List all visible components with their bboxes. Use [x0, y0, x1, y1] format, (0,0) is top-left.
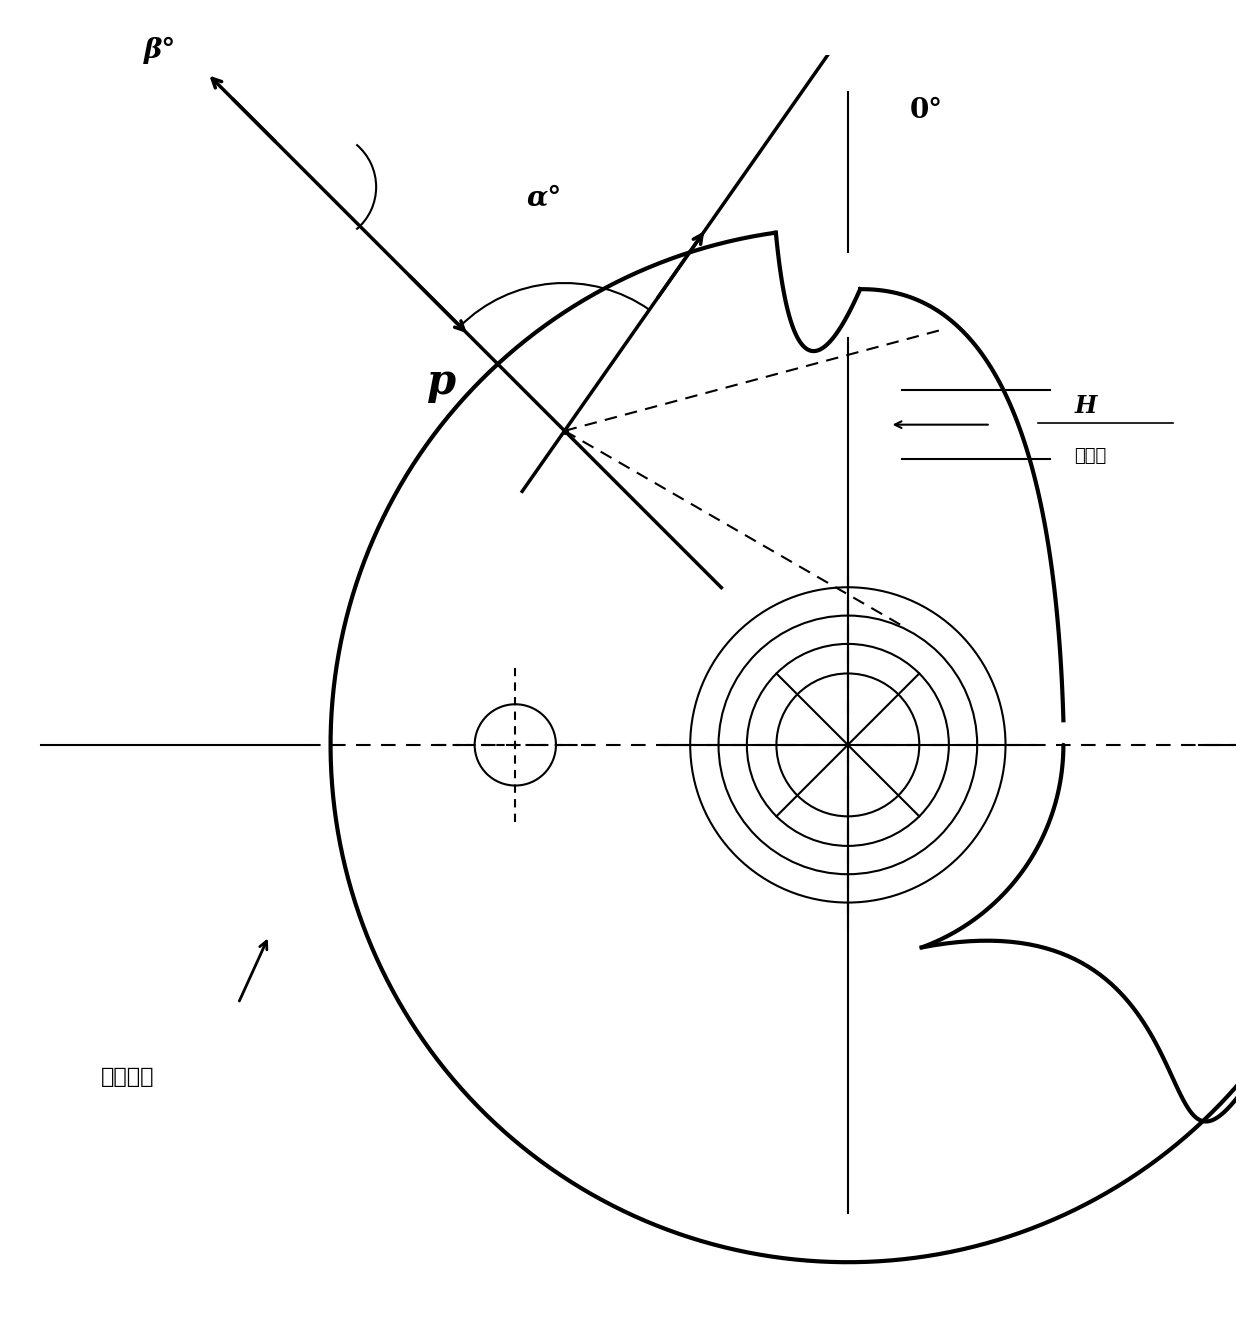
Text: α°: α°: [527, 184, 562, 211]
Text: 0°: 0°: [909, 97, 942, 123]
Text: β°: β°: [144, 38, 176, 64]
Text: H: H: [1075, 395, 1097, 419]
Text: 公差带: 公差带: [1075, 447, 1107, 464]
Text: 实际型面: 实际型面: [100, 1067, 154, 1087]
Text: p: p: [427, 361, 456, 403]
